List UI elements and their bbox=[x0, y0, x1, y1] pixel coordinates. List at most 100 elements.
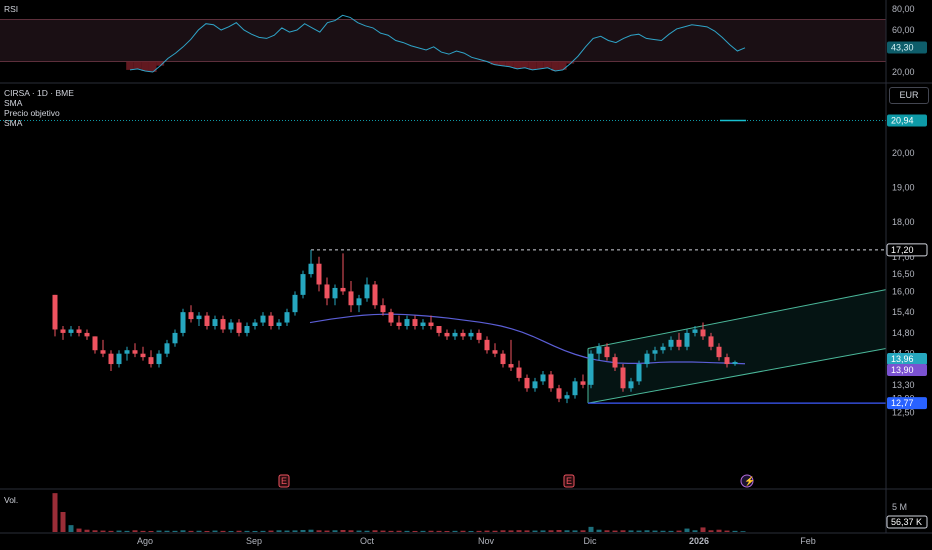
volume-bar bbox=[268, 530, 274, 532]
volume-bar bbox=[324, 530, 330, 532]
volume-bar bbox=[148, 530, 154, 532]
candle-body bbox=[212, 319, 218, 326]
legend-target-price[interactable]: Precio objetivo bbox=[4, 108, 60, 118]
volume-title: Vol. bbox=[4, 495, 19, 505]
candle-body bbox=[564, 395, 570, 399]
candle-body bbox=[180, 312, 186, 333]
rsi-axis-label: 60,00 bbox=[892, 25, 915, 35]
volume-bar bbox=[580, 530, 586, 532]
candle-body bbox=[172, 332, 178, 344]
channel-fill bbox=[588, 289, 886, 404]
volume-bar bbox=[84, 529, 90, 532]
candle-body bbox=[716, 346, 722, 358]
candle-body bbox=[300, 274, 306, 295]
candle-body bbox=[436, 326, 442, 333]
volume-bar bbox=[500, 530, 506, 532]
volume-bar bbox=[428, 530, 434, 532]
channel-upper-line bbox=[587, 289, 887, 349]
candle-body bbox=[420, 322, 426, 326]
price-axis-label: 12,50 bbox=[892, 408, 915, 418]
volume-bar bbox=[292, 530, 298, 532]
candle-body bbox=[620, 367, 626, 389]
volume-bar bbox=[108, 530, 114, 532]
price-tag: 17,20 bbox=[891, 245, 914, 255]
price-axis-label: 16,50 bbox=[892, 269, 915, 279]
candle-body bbox=[644, 353, 650, 365]
rsi-oversold-fill bbox=[558, 61, 567, 70]
candle-body bbox=[188, 312, 194, 320]
volume-bar bbox=[604, 530, 610, 532]
candle-body bbox=[460, 332, 466, 337]
volume-bar bbox=[372, 530, 378, 532]
candle-body bbox=[580, 381, 586, 385]
candle-body bbox=[100, 350, 106, 354]
candle-body bbox=[236, 322, 242, 333]
volume-bar bbox=[164, 530, 170, 532]
volume-value-tag-bg bbox=[886, 515, 928, 529]
volume-bar bbox=[300, 530, 306, 532]
candle-body bbox=[196, 315, 202, 320]
candle-body bbox=[124, 350, 130, 354]
earnings-marker bbox=[563, 474, 575, 488]
candle-body bbox=[492, 350, 498, 354]
candle-body bbox=[604, 346, 610, 358]
time-axis-label: Sep bbox=[246, 536, 262, 546]
volume-bar bbox=[740, 531, 746, 532]
candle-body bbox=[428, 322, 434, 326]
candle-body bbox=[108, 353, 114, 365]
rsi-value-tag-bg bbox=[887, 41, 927, 54]
volume-bar bbox=[52, 493, 58, 532]
candle-body bbox=[276, 322, 282, 326]
candle-body bbox=[332, 287, 338, 299]
volume-bar bbox=[396, 530, 402, 532]
volume-bar bbox=[340, 530, 346, 532]
legend-sma-2[interactable]: SMA bbox=[4, 118, 23, 128]
candle-body bbox=[412, 319, 418, 326]
volume-bar bbox=[180, 530, 186, 532]
candle-body bbox=[396, 322, 402, 326]
volume-bar bbox=[284, 530, 290, 532]
candle-body bbox=[676, 339, 682, 347]
volume-bar bbox=[116, 530, 122, 532]
candle-body bbox=[76, 329, 82, 333]
volume-bar bbox=[308, 529, 314, 532]
rsi-axis-label: 80,00 bbox=[892, 4, 915, 14]
time-axis-label: Oct bbox=[360, 536, 375, 546]
legend-symbol[interactable]: CIRSA · 1D · BME bbox=[4, 88, 74, 98]
volume-bar bbox=[252, 530, 258, 532]
candle-body bbox=[92, 336, 98, 351]
volume-bar bbox=[276, 530, 282, 532]
rsi-oversold-fill bbox=[148, 61, 157, 72]
volume-bar bbox=[124, 530, 130, 532]
currency-button[interactable]: EUR bbox=[889, 87, 929, 104]
price-tag-bg bbox=[886, 243, 928, 257]
volume-bar bbox=[612, 530, 618, 532]
volume-bar bbox=[260, 530, 266, 532]
rsi-oversold-fill bbox=[156, 61, 165, 66]
volume-bar bbox=[228, 530, 234, 532]
rsi-oversold-fill bbox=[528, 61, 537, 70]
volume-bar bbox=[572, 530, 578, 532]
candle-body bbox=[244, 326, 250, 333]
volume-bar bbox=[564, 530, 570, 532]
volume-bar bbox=[540, 530, 546, 532]
volume-bar bbox=[404, 530, 410, 532]
price-tag: 12,77 bbox=[891, 398, 914, 408]
channel-lower-line bbox=[587, 347, 887, 404]
volume-bar bbox=[100, 530, 106, 532]
legend-sma-1[interactable]: SMA bbox=[4, 98, 23, 108]
candle-body bbox=[52, 294, 58, 330]
volume-bar bbox=[212, 530, 218, 532]
volume-bar bbox=[692, 530, 698, 532]
volume-bar bbox=[620, 530, 626, 532]
price-axis-label: 17,00 bbox=[892, 252, 915, 262]
rsi-oversold-fill bbox=[133, 61, 142, 69]
candle-body bbox=[404, 319, 410, 326]
earnings-marker-label: E bbox=[566, 476, 572, 486]
candle-body bbox=[284, 312, 290, 323]
rsi-title: RSI bbox=[4, 4, 19, 14]
volume-bar bbox=[388, 530, 394, 532]
volume-bar bbox=[676, 530, 682, 532]
candle-body bbox=[60, 329, 66, 333]
volume-bar bbox=[508, 530, 514, 532]
